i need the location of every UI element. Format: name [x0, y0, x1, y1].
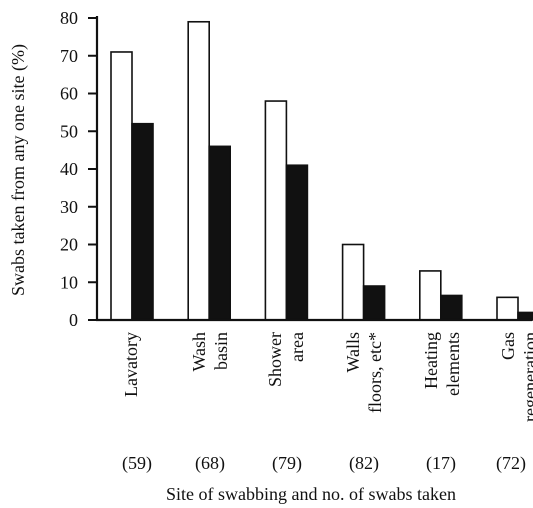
category-label: elements — [443, 332, 463, 396]
category-label: area — [287, 332, 307, 362]
y-tick-label: 50 — [60, 121, 78, 141]
swab-count-label: (17) — [426, 453, 456, 474]
y-tick-label: 10 — [60, 272, 78, 292]
bar-open — [110, 51, 133, 321]
bar-open — [418, 270, 442, 321]
x-axis-label: Site of swabbing and no. of swabs taken — [166, 484, 456, 504]
category-label: basin — [211, 332, 231, 370]
category-label: Wash — [189, 332, 209, 372]
y-tick-label: 60 — [60, 84, 78, 104]
bar-solid — [208, 145, 231, 321]
swab-count-label: (59) — [122, 453, 152, 474]
category-label: Lavatory — [121, 332, 141, 397]
y-tick-label: 40 — [60, 159, 78, 179]
category-label: Shower — [265, 332, 285, 387]
category-labels: Lavatory (59) Wash basin (68) Shower area (79) W… — [121, 332, 533, 474]
category-label: Gas — [498, 332, 518, 360]
category-label: Heating — [421, 332, 441, 389]
y-tick-label: 80 — [60, 8, 78, 28]
swab-count-label: (72) — [496, 453, 526, 474]
y-tick-label: 0 — [69, 310, 78, 330]
bar-solid — [439, 294, 463, 321]
category-label: floors, etc* — [365, 332, 385, 413]
bar-solid — [517, 311, 533, 321]
bar-open — [264, 100, 288, 321]
swab-count-label: (79) — [272, 453, 302, 474]
bar-solid — [362, 285, 386, 321]
swab-count-label: (68) — [195, 453, 225, 474]
bar-solid — [285, 164, 309, 321]
category-label: Walls — [343, 332, 363, 373]
y-tick-label: 30 — [60, 197, 78, 217]
bar-solid — [131, 122, 154, 321]
swab-count-label: (82) — [349, 453, 379, 474]
bar-open — [496, 296, 519, 321]
bars — [110, 20, 533, 321]
y-axis-ticks: 0 10 20 30 40 50 60 70 80 — [60, 8, 97, 330]
bar-open — [341, 243, 365, 321]
y-tick-label: 70 — [60, 46, 78, 66]
y-tick-label: 20 — [60, 235, 78, 255]
bar-open — [187, 20, 210, 321]
category-label: regeneration — [520, 332, 533, 422]
y-axis-label: Swabs taken from any one site (%) — [8, 44, 29, 296]
